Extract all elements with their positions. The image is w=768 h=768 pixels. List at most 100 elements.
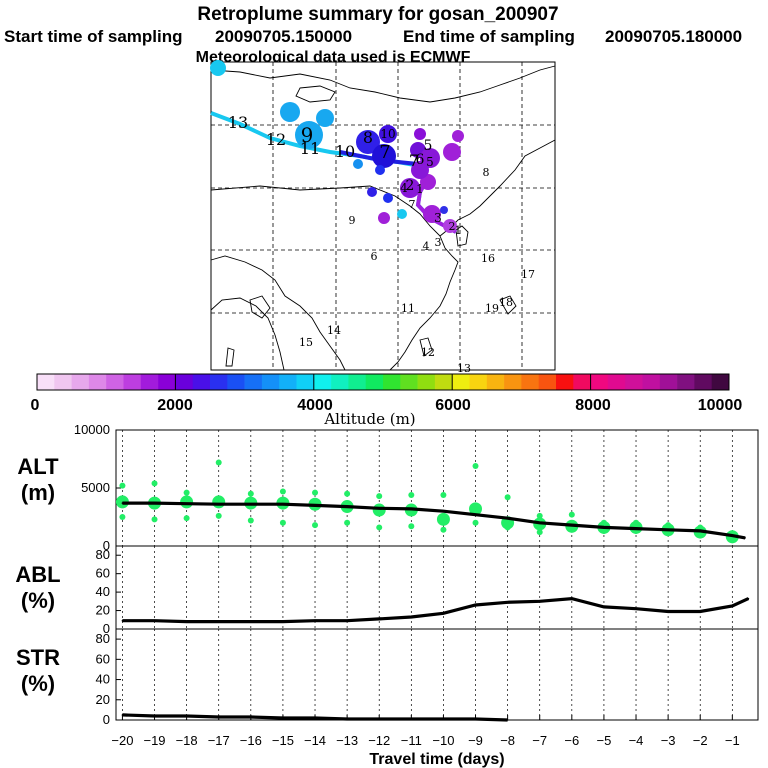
series-point xyxy=(121,502,124,504)
y-tick-label: 0 xyxy=(103,621,110,636)
colorbar-swatch xyxy=(175,374,193,390)
series-point xyxy=(217,503,220,506)
colorbar-swatch xyxy=(365,374,384,390)
series-point xyxy=(121,619,124,622)
plume-label: 2 xyxy=(406,178,415,194)
y-tick-label: 60 xyxy=(96,566,110,581)
series-point xyxy=(474,604,477,606)
panel-label: STR xyxy=(16,645,60,670)
plume-label: 5 xyxy=(424,138,433,154)
colorbar-label: Altitude (m) xyxy=(323,410,415,428)
plume-label: 17 xyxy=(521,268,535,281)
series-point xyxy=(731,605,734,607)
cluster-marker xyxy=(443,219,457,233)
map-graticule xyxy=(211,62,555,370)
altitude-cluster-dot xyxy=(215,459,222,466)
plume-label: 12 xyxy=(421,346,435,359)
series-point xyxy=(744,537,746,539)
colorbar-swatch xyxy=(140,374,159,390)
panel-unit: (%) xyxy=(21,671,55,696)
series-point xyxy=(185,502,188,505)
y-tick-label: 20 xyxy=(96,603,110,618)
altitude-cluster-dot xyxy=(472,519,479,526)
series-point xyxy=(346,505,348,508)
colorbar-swatch xyxy=(521,374,539,390)
series-point xyxy=(571,524,573,526)
cluster-marker xyxy=(379,125,397,143)
series-point xyxy=(474,513,477,516)
cluster-marker xyxy=(414,128,426,140)
colorbar-swatch xyxy=(37,374,55,390)
colorbar-swatch xyxy=(642,374,661,390)
altitude-cluster-dot xyxy=(151,516,158,523)
x-tick-label: −20 xyxy=(111,733,133,748)
cluster-marker xyxy=(316,109,334,127)
y-tick-label: 10000 xyxy=(74,422,110,437)
plume-label: 14 xyxy=(327,324,341,337)
colorbar-swatch xyxy=(711,374,730,390)
altitude-cluster-dot xyxy=(697,532,704,539)
series-point xyxy=(667,610,669,613)
colorbar-swatch xyxy=(590,374,609,390)
altitude-cluster-dot xyxy=(215,512,222,519)
colorbar-swatch xyxy=(434,374,453,390)
series-point xyxy=(699,610,702,613)
colorbar-tick: 2000 xyxy=(157,397,193,414)
start-time-label: Start time of sampling xyxy=(4,27,183,46)
series-line xyxy=(122,501,746,540)
plume-label: 4 xyxy=(400,181,408,195)
altitude-cluster-dot xyxy=(536,529,543,536)
series-point xyxy=(667,528,669,531)
plume-label: 7 xyxy=(409,198,416,211)
panel-frame xyxy=(115,545,759,630)
plume-label: 10 xyxy=(380,127,395,141)
altitude-cluster-dot xyxy=(436,512,450,526)
x-tick-label: −4 xyxy=(629,733,644,748)
cluster-marker xyxy=(210,60,226,76)
x-tick-label: −8 xyxy=(500,733,515,748)
x-tick-label: −10 xyxy=(432,733,454,748)
colorbar-swatch xyxy=(296,374,315,390)
plume-label: 3 xyxy=(434,211,442,225)
colorbar-swatch xyxy=(227,374,245,390)
series-point xyxy=(410,616,413,618)
plume-label: 16 xyxy=(481,252,495,265)
altitude-cluster-dot xyxy=(119,482,126,489)
y-tick-label: 0 xyxy=(103,538,110,553)
series-point xyxy=(603,606,605,608)
colorbar-swatch xyxy=(452,374,470,390)
altitude-cluster-dot xyxy=(312,489,319,496)
altitude-cluster-dot xyxy=(119,514,126,520)
plume-label: 13 xyxy=(457,362,471,375)
altitude-cluster-dot xyxy=(568,526,575,533)
colorbar-swatch xyxy=(331,374,349,390)
cluster-marker xyxy=(280,102,300,122)
plume-label: 7 xyxy=(379,142,390,163)
series-point xyxy=(635,527,637,530)
series-point xyxy=(153,502,156,504)
altitude-cluster-dot xyxy=(247,517,254,524)
plume-label: 3 xyxy=(435,236,442,249)
plume-label: 4 xyxy=(423,240,430,253)
colorbar-swatch xyxy=(556,374,574,390)
colorbar-swatch xyxy=(504,374,522,390)
series-point xyxy=(603,526,605,529)
cluster-marker xyxy=(375,165,385,175)
series-point xyxy=(314,619,316,622)
cluster-marker xyxy=(440,206,448,214)
series-point xyxy=(282,503,284,506)
y-tick-label: 80 xyxy=(96,547,110,562)
series-point xyxy=(185,620,188,623)
cluster-marker xyxy=(295,121,323,149)
x-tick-label: −2 xyxy=(693,733,708,748)
plume-label: 11 xyxy=(401,302,415,315)
altitude-cluster-dot xyxy=(247,490,254,497)
y-tick-label: 40 xyxy=(96,584,110,599)
altitude-cluster-dot xyxy=(568,511,575,518)
x-tick-label: −12 xyxy=(368,733,390,748)
x-tick-label: −18 xyxy=(176,733,198,748)
altitude-cluster-dot xyxy=(536,512,543,519)
series-point xyxy=(571,597,573,600)
y-tick-label: 20 xyxy=(96,692,110,707)
series-point xyxy=(153,619,156,622)
